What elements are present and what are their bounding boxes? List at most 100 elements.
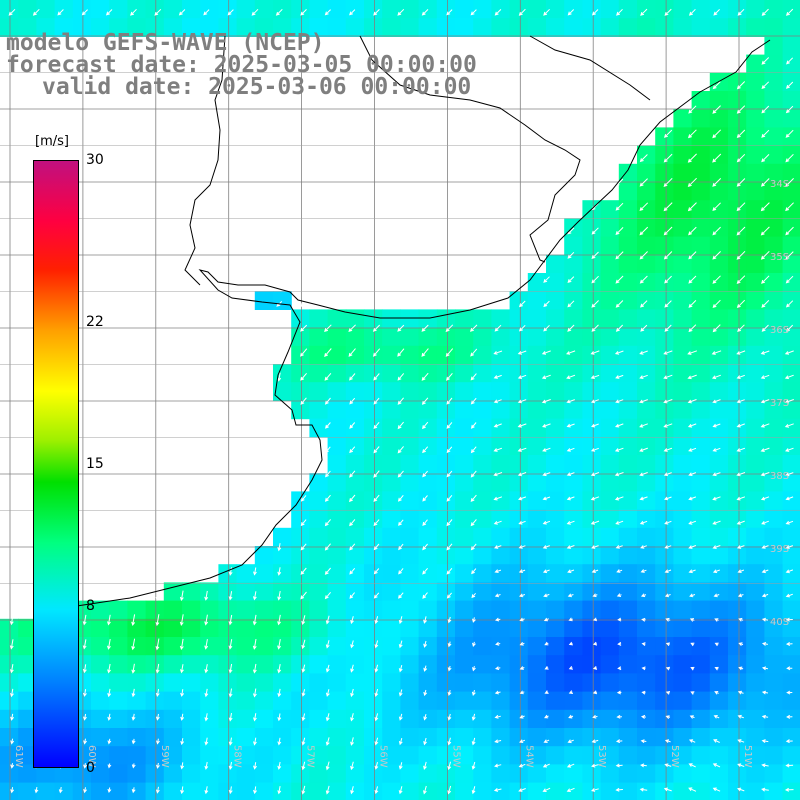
ocean-cell	[418, 600, 438, 620]
ocean-cell	[655, 473, 674, 492]
wind-arrow	[252, 591, 257, 601]
wind-arrow	[372, 348, 381, 357]
ocean-cell	[163, 582, 183, 602]
colorbar-tick-label: 22	[86, 314, 104, 331]
ocean-cell	[546, 782, 565, 800]
wind-arrow	[664, 8, 672, 16]
wind-arrow	[639, 447, 648, 452]
ocean-cell	[418, 345, 438, 365]
ocean-cell	[673, 400, 693, 420]
wind-arrow	[349, 567, 356, 575]
ocean-cell	[782, 400, 800, 420]
ocean-cell	[600, 236, 620, 256]
ocean-cell	[345, 564, 365, 583]
colorbar-tick-label: 15	[86, 456, 104, 472]
ocean-cell	[91, 728, 110, 747]
wind-arrow	[472, 617, 476, 623]
ocean-cell	[746, 291, 765, 310]
ocean-cell	[746, 582, 765, 602]
wind-arrow	[517, 399, 527, 404]
ocean-cell	[764, 473, 784, 492]
ocean-cell	[764, 273, 784, 292]
ocean-cell	[509, 728, 529, 747]
ocean-cell	[509, 364, 529, 383]
wind-arrow	[688, 787, 697, 792]
wind-arrow	[712, 423, 721, 428]
ocean-cell	[436, 655, 456, 674]
wind-arrow	[785, 8, 794, 16]
ocean-cell	[400, 600, 420, 620]
ocean-cell	[746, 509, 765, 529]
wind-arrow	[277, 688, 282, 698]
ocean-cell	[273, 0, 292, 19]
ocean-cell	[309, 0, 329, 19]
ocean-cell	[637, 691, 656, 711]
wind-arrow	[639, 787, 648, 792]
ocean-cell	[473, 764, 492, 784]
ocean-cell	[309, 637, 329, 656]
wind-arrow	[253, 762, 257, 770]
ocean-cell	[673, 764, 693, 784]
ocean-cell	[655, 345, 674, 365]
ocean-cell	[509, 746, 529, 765]
ocean-cell	[291, 600, 310, 620]
ocean-cell	[709, 509, 729, 529]
ocean-cell	[109, 600, 128, 620]
ocean-cell	[673, 691, 693, 711]
ocean-cell	[345, 582, 365, 602]
ocean-cell	[418, 473, 438, 492]
ocean-cell	[364, 691, 383, 711]
ocean-cell	[782, 782, 800, 800]
ocean-cell	[127, 18, 147, 37]
ocean-cell	[746, 655, 765, 674]
wind-arrow	[663, 153, 673, 163]
wind-arrow	[712, 763, 721, 768]
wind-arrow	[617, 666, 622, 671]
wind-arrow	[711, 374, 721, 380]
wind-arrow	[180, 689, 185, 697]
ocean-cell	[709, 418, 729, 438]
wind-arrow	[786, 666, 793, 671]
wind-arrow	[541, 374, 551, 380]
ocean-cell	[600, 655, 620, 674]
ocean-cell	[273, 600, 292, 620]
ocean-cell	[382, 728, 401, 747]
wind-arrow	[639, 202, 649, 212]
wind-arrow	[640, 739, 647, 744]
ocean-cell	[418, 746, 438, 765]
wind-arrow	[10, 763, 15, 769]
ocean-cell	[382, 746, 401, 765]
ocean-cell	[782, 527, 800, 547]
ocean-cell	[418, 564, 438, 583]
ocean-cell	[473, 0, 492, 19]
wind-arrow	[422, 567, 428, 575]
wind-arrow	[446, 519, 453, 527]
colorbar-unit: [m/s]	[35, 134, 69, 149]
wind-arrow	[761, 787, 769, 792]
wind-arrow	[615, 739, 623, 744]
wind-arrow	[543, 593, 550, 598]
ocean-cell	[509, 400, 529, 420]
lon-label: 55W	[450, 745, 461, 768]
wind-arrow	[568, 690, 573, 694]
ocean-cell	[582, 546, 602, 565]
ocean-cell	[637, 746, 656, 765]
ocean-cell	[764, 564, 784, 583]
wind-arrow	[688, 472, 697, 476]
ocean-cell	[764, 36, 784, 56]
wind-arrow	[736, 81, 746, 90]
wind-arrow	[760, 202, 770, 212]
ocean-cell	[546, 364, 565, 383]
ocean-cell	[746, 691, 765, 711]
wind-arrow	[350, 786, 354, 795]
ocean-cell	[473, 455, 492, 474]
ocean-cell	[782, 18, 800, 37]
wind-arrow	[422, 421, 429, 430]
ocean-cell	[582, 364, 602, 383]
lat-label: 37S	[770, 398, 789, 409]
wind-arrow	[517, 472, 527, 477]
lon-label: 57W	[305, 745, 316, 768]
wind-arrow	[639, 520, 648, 525]
